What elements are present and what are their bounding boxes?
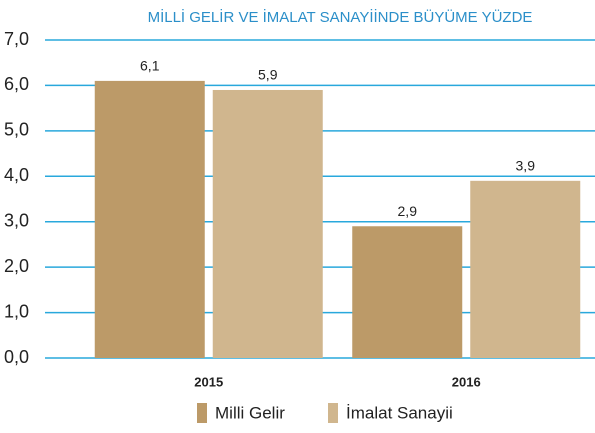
value-label: 5,9	[258, 67, 278, 83]
y-tick-label: 5,0	[4, 120, 29, 140]
legend-label: İmalat Sanayii	[346, 403, 453, 422]
bar	[352, 226, 463, 358]
bar	[212, 89, 323, 358]
y-tick-label: 7,0	[4, 29, 29, 49]
value-label: 3,9	[516, 158, 536, 174]
value-label: 6,1	[140, 58, 160, 74]
y-tick-label: 0,0	[4, 347, 29, 367]
x-tick-label: 2015	[194, 374, 223, 389]
value-label: 2,9	[398, 203, 418, 219]
legend-swatch	[328, 403, 338, 423]
y-tick-label: 2,0	[4, 256, 29, 276]
y-tick-label: 4,0	[4, 165, 29, 185]
y-tick-label: 6,0	[4, 74, 29, 94]
bar	[470, 180, 581, 358]
legend-label: Milli Gelir	[215, 403, 285, 422]
x-tick-label: 2016	[452, 374, 481, 389]
y-tick-label: 1,0	[4, 301, 29, 321]
y-tick-label: 3,0	[4, 210, 29, 230]
chart-title: MİLLİ GELİR VE İMALAT SANAYİİNDE BÜYÜME …	[148, 8, 533, 26]
bar	[94, 80, 205, 358]
legend-swatch	[197, 403, 207, 423]
